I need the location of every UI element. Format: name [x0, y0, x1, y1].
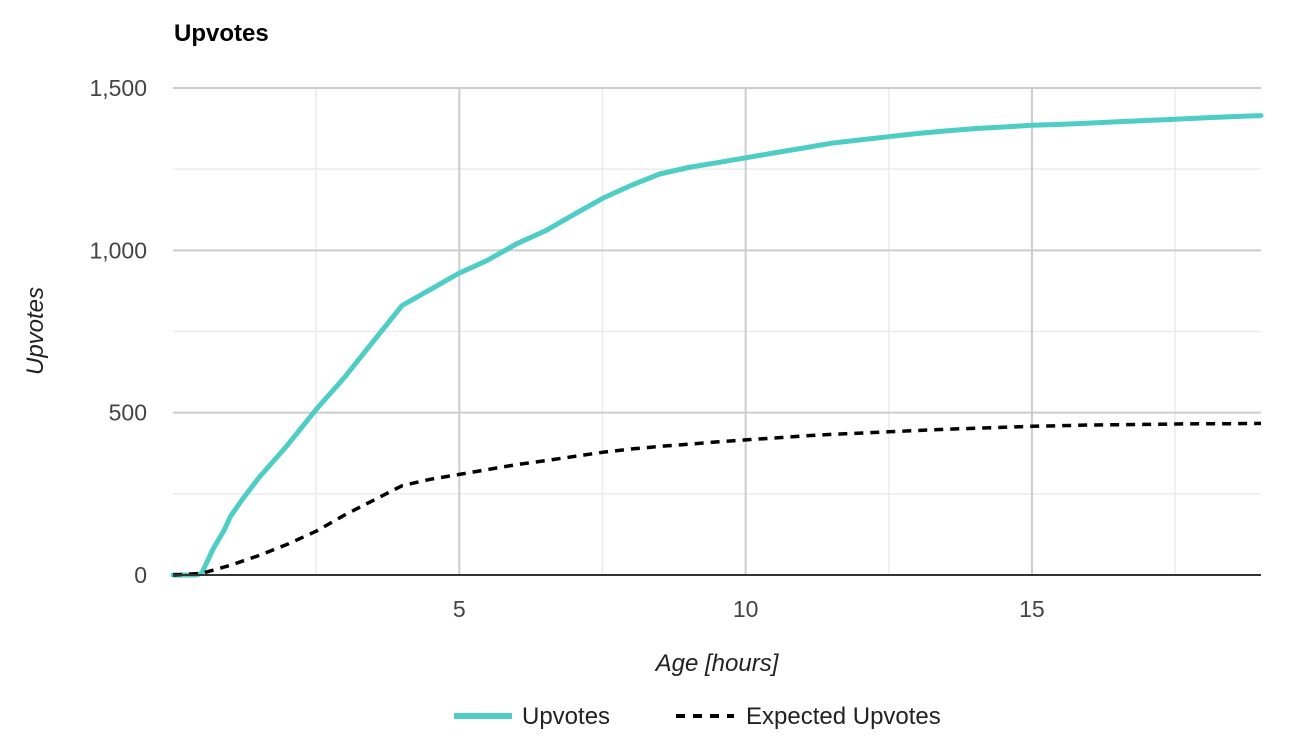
y-tick-labels: 0 500 1,000 1,500	[89, 75, 147, 588]
series-line-upvotes	[170, 113, 1264, 578]
x-tick-labels: 5 10 15	[453, 596, 1045, 622]
series-line-expected-upvotes	[172, 421, 1262, 577]
x-axis-title: Age [hours]	[654, 650, 780, 677]
legend: Upvotes Expected Upvotes	[454, 703, 941, 730]
y-tick-label: 0	[134, 562, 147, 588]
x-tick-label: 15	[1019, 596, 1045, 622]
series-lines	[170, 113, 1264, 578]
legend-label-expected-upvotes: Expected Upvotes	[746, 703, 941, 730]
grid	[173, 87, 1261, 575]
x-tick-label: 5	[453, 596, 466, 622]
chart-title: Upvotes	[174, 20, 269, 47]
y-tick-label: 1,500	[89, 75, 147, 101]
x-tick-label: 10	[733, 596, 759, 622]
y-axis-title: Upvotes	[22, 287, 49, 375]
legend-label-upvotes: Upvotes	[522, 703, 610, 730]
y-tick-label: 500	[109, 400, 147, 426]
y-tick-label: 1,000	[89, 237, 147, 263]
